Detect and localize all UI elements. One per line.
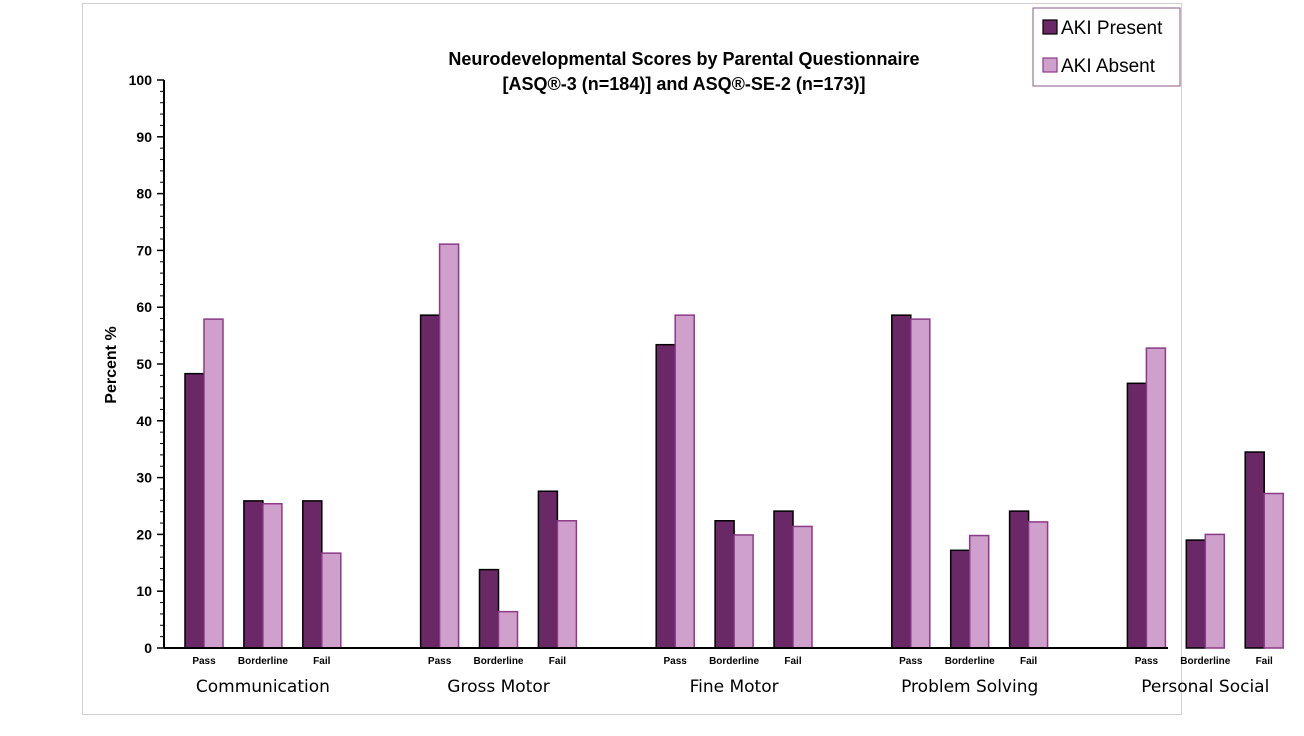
x-group-label: Communication: [196, 677, 330, 697]
x-category-label: Pass: [192, 656, 216, 667]
y-tick-label: 60: [136, 299, 152, 315]
bar-aki-present: [1244, 451, 1265, 649]
bar-aki-absent: [438, 243, 460, 649]
bar-aki-present: [714, 520, 735, 649]
legend-swatch: [1042, 19, 1058, 35]
chart-frame: [82, 3, 1182, 715]
bar-aki-absent: [321, 552, 342, 649]
y-tick-label: 100: [129, 72, 153, 88]
bar-aki-absent: [733, 534, 754, 649]
x-category-label: Pass: [428, 656, 452, 667]
y-tick-label: 10: [136, 583, 152, 599]
bar-aki-absent: [497, 610, 519, 649]
bar-aki-absent: [203, 318, 224, 649]
x-category-label: Fail: [549, 656, 566, 667]
bars: [184, 243, 1284, 649]
chart-title: Neurodevelopmental Scores by Parental Qu…: [448, 49, 919, 69]
bar-aki-present: [1185, 539, 1207, 649]
y-tick-label: 0: [144, 640, 152, 656]
y-tick-label: 70: [136, 242, 152, 258]
y-tick-label: 90: [136, 129, 152, 145]
y-axis: 0 10 20 30 40 50 60 70 80 90 100: [129, 72, 165, 656]
bar-aki-present: [1008, 510, 1030, 649]
x-group-label: Gross Motor: [447, 677, 549, 697]
bar-aki-present: [478, 568, 500, 649]
x-category-label: Borderline: [945, 656, 995, 667]
x-category-label: Fail: [1020, 656, 1037, 667]
bar-aki-present: [1126, 382, 1148, 649]
y-tick-label: 30: [136, 470, 152, 486]
bar-aki-absent: [1027, 521, 1049, 649]
x-axis: Pass Borderline Fail Communication Pass Borde…: [164, 647, 1273, 697]
legend: AKI Present AKI Absent: [1032, 7, 1181, 87]
legend-label: AKI Present: [1061, 18, 1163, 39]
y-axis-label: Percent %: [103, 326, 120, 403]
legend-swatch: [1042, 57, 1058, 73]
chart-subtitle: [ASQ®-3 (n=184)] and ASQ®-SE-2 (n=173)]: [503, 74, 866, 94]
bar-aki-present: [537, 490, 559, 649]
bar-aki-present: [891, 314, 912, 649]
bar-aki-present: [184, 372, 205, 649]
x-category-label: Pass: [1135, 656, 1159, 667]
x-group-label: Fine Motor: [690, 677, 779, 697]
bar-aki-absent: [262, 502, 283, 649]
x-category-label: Fail: [1256, 656, 1273, 667]
x-group-label: Problem Solving: [901, 677, 1038, 697]
bar-aki-present: [773, 510, 794, 649]
bar-aki-present: [243, 500, 264, 649]
bar-aki-present: [419, 314, 441, 649]
x-category-label: Fail: [784, 656, 801, 667]
legend-label: AKI Absent: [1061, 56, 1156, 77]
x-category-label: Borderline: [709, 656, 759, 667]
bar-aki-absent: [1263, 492, 1284, 649]
bar-aki-absent: [1204, 533, 1226, 649]
x-category-label: Pass: [899, 656, 923, 667]
bar-aki-absent: [1145, 347, 1167, 649]
y-tick-label: 20: [136, 526, 152, 542]
y-tick-label: 50: [136, 356, 152, 372]
x-category-label: Borderline: [473, 656, 523, 667]
bar-aki-present: [949, 549, 971, 649]
bar-aki-absent: [674, 314, 695, 649]
bar-aki-absent: [556, 520, 578, 649]
x-group-label: Personal Social: [1141, 677, 1269, 697]
y-tick-label: 80: [136, 186, 152, 202]
y-tick-label: 40: [136, 413, 152, 429]
bar-aki-absent: [910, 318, 931, 649]
x-category-label: Pass: [664, 656, 688, 667]
bar-aki-present: [655, 343, 676, 649]
bar-aki-absent: [968, 534, 990, 649]
bar-aki-present: [302, 500, 323, 649]
x-category-label: Borderline: [238, 656, 288, 667]
x-category-label: Fail: [313, 656, 330, 667]
bar-aki-absent: [792, 525, 813, 649]
x-category-label: Borderline: [1180, 656, 1230, 667]
